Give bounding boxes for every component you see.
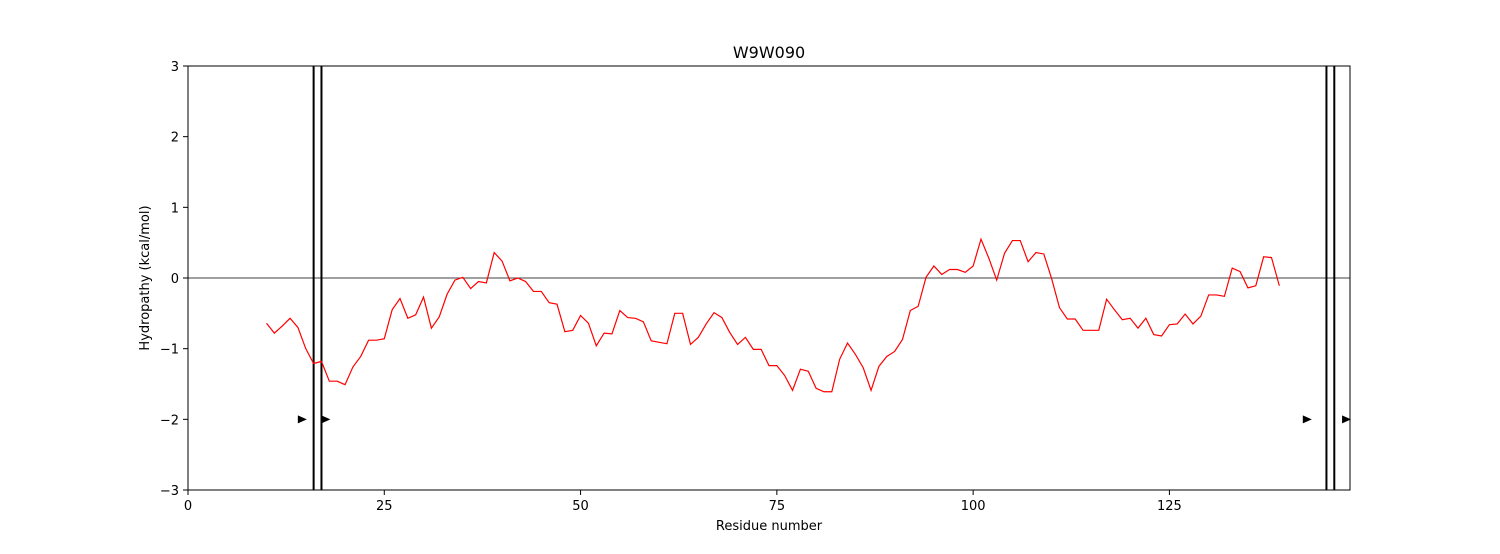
y-tick-label: 3 [171,60,179,75]
y-tick-label: −1 [160,343,179,358]
triangle-marker [297,415,307,424]
y-tick-label: −3 [160,484,179,499]
y-axis-label: Hydropathy (kcal/mol) [138,205,153,350]
axes: 0 25 50 75 100 125 −3 −2 −1 0 1 2 3 [160,60,1351,514]
triangle-marker [321,415,331,424]
series-line [266,237,1280,393]
triangle-marker [1342,415,1352,424]
x-axis-label: Residue number [716,519,823,534]
chart-title: W9W090 [733,43,805,62]
y-tick-label: 2 [171,131,179,146]
y-tick-label: 0 [171,272,179,287]
y-tick-label: −2 [160,413,179,428]
x-tick-label: 25 [376,499,393,514]
x-tick-label: 100 [961,499,986,514]
y-tick-label: 1 [171,201,179,216]
plot-area [188,66,1352,490]
x-tick-label: 75 [769,499,786,514]
triangle-marker [1302,415,1312,424]
x-tick-label: 125 [1157,499,1182,514]
x-tick-label: 50 [572,499,589,514]
x-tick-label: 0 [184,499,192,514]
